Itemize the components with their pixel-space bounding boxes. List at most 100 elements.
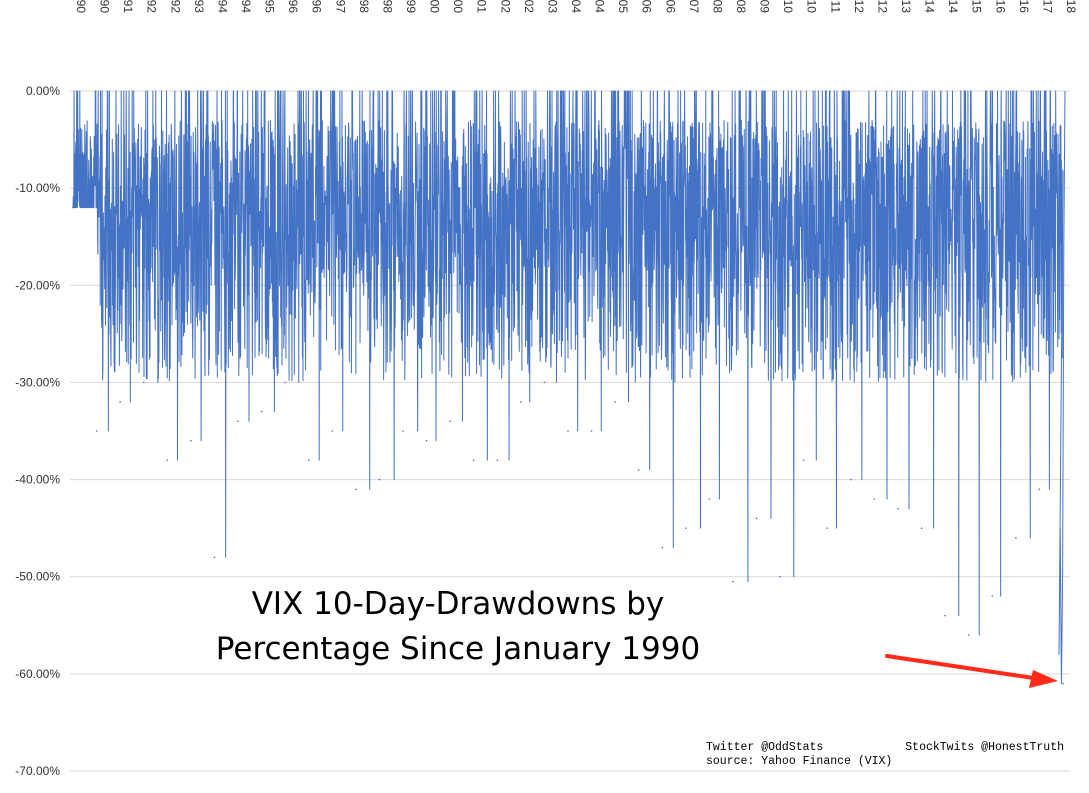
data-point bbox=[1015, 537, 1017, 539]
y-tick-label: -30.00% bbox=[15, 375, 60, 389]
data-point bbox=[166, 459, 169, 461]
data-point bbox=[920, 527, 923, 529]
x-tick-label: 2/14/2012 bbox=[852, 0, 866, 13]
x-tick-label: 2/14/1998 bbox=[357, 0, 371, 13]
x-tick-label: 10/14/2002 bbox=[522, 0, 536, 13]
data-point bbox=[685, 527, 687, 529]
x-tick-label: 2/14/2002 bbox=[498, 0, 512, 13]
data-point bbox=[378, 478, 381, 481]
x-tick-label: 2/14/2006 bbox=[640, 0, 654, 13]
x-tick-label: 6/14/2013 bbox=[899, 0, 913, 13]
data-point bbox=[72, 206, 74, 209]
x-tick-label: 6/14/2017 bbox=[1040, 0, 1054, 13]
y-tick-label: -40.00% bbox=[15, 473, 60, 487]
data-point bbox=[826, 527, 829, 529]
data-point bbox=[755, 517, 758, 520]
data-point bbox=[802, 459, 805, 461]
x-tick-label: 2/14/2004 bbox=[569, 0, 583, 13]
x-tick-label: 2/14/1994 bbox=[215, 0, 229, 13]
x-tick-label: 2/14/2018 bbox=[1064, 0, 1078, 13]
data-point bbox=[355, 488, 357, 491]
y-tick-label: -70.00% bbox=[15, 764, 60, 778]
data-point bbox=[944, 614, 946, 617]
data-point bbox=[1062, 682, 1064, 685]
data-point bbox=[873, 498, 876, 500]
data-point bbox=[567, 430, 569, 432]
x-tick-label: 6/14/1999 bbox=[404, 0, 418, 13]
data-point bbox=[520, 401, 522, 403]
data-point bbox=[708, 498, 711, 500]
stocktwits-credit: StockTwits @HonestTruth bbox=[905, 741, 1064, 754]
x-tick-label: 2/14/1996 bbox=[286, 0, 300, 13]
data-point bbox=[331, 430, 334, 432]
arrow-shaft bbox=[885, 654, 1042, 681]
x-tick-label: 10/14/1992 bbox=[168, 0, 182, 13]
x-tick-label: 6/14/2001 bbox=[475, 0, 489, 13]
y-tick-label: -50.00% bbox=[15, 570, 60, 584]
data-point bbox=[190, 439, 192, 442]
x-tick-label: 10/14/2014 bbox=[946, 0, 960, 13]
data-point bbox=[1038, 488, 1041, 491]
x-tick-label: 10/14/2006 bbox=[663, 0, 677, 13]
x-tick-label: 6/14/1997 bbox=[333, 0, 347, 13]
y-axis: 0.00% -10.00% -20.00% -30.00% -40.00% -50.00%… bbox=[15, 84, 60, 778]
data-point bbox=[95, 430, 98, 432]
data-point bbox=[967, 634, 970, 636]
red-arrow-icon bbox=[885, 654, 1058, 688]
x-tick-label: 6/14/2003 bbox=[545, 0, 559, 13]
twitter-credit: Twitter @OddStats bbox=[706, 741, 823, 754]
chart-title-line-2: Percentage Since January 1990 bbox=[216, 631, 700, 667]
x-tick-label: 2/14/2014 bbox=[923, 0, 937, 13]
y-tick-label: -10.00% bbox=[15, 181, 60, 195]
x-tick-label: 6/14/2009 bbox=[758, 0, 772, 13]
x-tick-label: 10/14/2012 bbox=[875, 0, 889, 13]
x-tick-label: 6/14/1991 bbox=[121, 0, 135, 13]
x-axis: 2/14/1990 10/14/1990 6/14/1991 2/14/1992 10/… bbox=[74, 0, 1078, 13]
data-point bbox=[425, 439, 428, 442]
x-tick-label: 10/14/2008 bbox=[734, 0, 748, 13]
chart-title-line-1: VIX 10-Day-Drawdowns by bbox=[252, 586, 665, 622]
data-point bbox=[850, 478, 852, 481]
data-point bbox=[237, 420, 239, 423]
data-point bbox=[307, 459, 310, 461]
data-point bbox=[732, 580, 734, 583]
x-tick-label: 6/14/1993 bbox=[192, 0, 206, 13]
data-point bbox=[119, 401, 121, 403]
data-point bbox=[779, 575, 781, 578]
x-tick-label: 2/14/2008 bbox=[710, 0, 724, 13]
x-tick-label: 10/14/2010 bbox=[805, 0, 819, 13]
data-point bbox=[472, 459, 475, 461]
data-points bbox=[72, 206, 1064, 685]
x-tick-label: 6/14/2007 bbox=[687, 0, 701, 13]
x-tick-label: 10/14/2000 bbox=[451, 0, 465, 13]
data-point bbox=[449, 420, 451, 423]
data-point bbox=[496, 459, 499, 461]
x-tick-label: 10/14/2004 bbox=[593, 0, 607, 13]
data-point bbox=[590, 430, 593, 432]
data-point bbox=[991, 595, 994, 597]
x-tick-label: 2/14/1990 bbox=[74, 0, 88, 13]
x-tick-label: 2/14/2000 bbox=[428, 0, 442, 13]
arrow-head bbox=[1029, 670, 1058, 688]
x-tick-label: 10/14/1994 bbox=[239, 0, 253, 13]
data-point bbox=[897, 507, 899, 510]
x-tick-label: 6/14/1995 bbox=[263, 0, 277, 13]
data-point bbox=[661, 546, 664, 549]
y-tick-label: 0.00% bbox=[26, 84, 60, 98]
data-point bbox=[213, 556, 216, 559]
x-tick-label: 10/14/1990 bbox=[98, 0, 112, 13]
data-point bbox=[614, 401, 616, 403]
x-tick-label: 6/14/2015 bbox=[970, 0, 984, 13]
data-point bbox=[402, 430, 404, 432]
y-tick-label: -20.00% bbox=[15, 278, 60, 292]
source-credit: source: Yahoo Finance (VIX) bbox=[706, 755, 892, 768]
x-tick-label: 2/14/2010 bbox=[781, 0, 795, 13]
x-tick-label: 6/14/2005 bbox=[616, 0, 630, 13]
data-point bbox=[637, 469, 640, 471]
x-tick-label: 2/14/1992 bbox=[145, 0, 159, 13]
data-point bbox=[284, 381, 286, 384]
y-tick-label: -60.00% bbox=[15, 667, 60, 681]
data-point bbox=[543, 381, 546, 384]
